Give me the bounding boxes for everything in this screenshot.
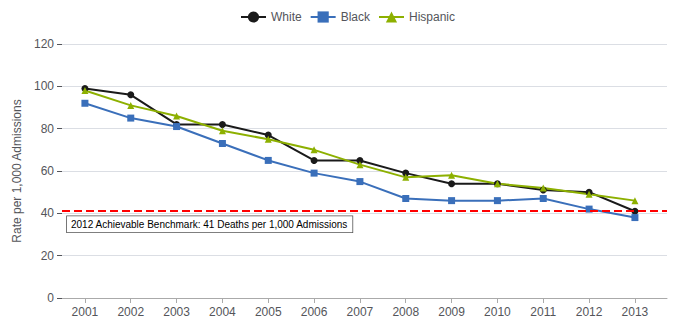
svg-text:60: 60 [41,164,55,178]
svg-text:2011: 2011 [530,305,556,319]
svg-text:2004: 2004 [209,305,236,319]
svg-text:20: 20 [41,249,55,263]
svg-text:Rate per 1,000 Admissions: Rate per 1,000 Admissions [10,99,24,242]
svg-text:2008: 2008 [392,305,419,319]
svg-text:2013: 2013 [622,305,649,319]
svg-text:2012 Achievable Benchmark: 41: 2012 Achievable Benchmark: 41 Deaths per… [71,219,347,230]
svg-text:80: 80 [41,122,55,136]
svg-text:2006: 2006 [301,305,328,319]
svg-text:2007: 2007 [347,305,374,319]
svg-text:2012: 2012 [576,305,603,319]
svg-text:2003: 2003 [163,305,190,319]
svg-text:120: 120 [34,37,54,51]
svg-text:100: 100 [34,79,54,93]
svg-text:White: White [271,10,302,24]
svg-text:2005: 2005 [255,305,282,319]
svg-text:2010: 2010 [484,305,511,319]
svg-text:2009: 2009 [438,305,465,319]
svg-text:Black: Black [341,10,371,24]
svg-text:2001: 2001 [72,305,99,319]
svg-text:Hispanic: Hispanic [409,10,455,24]
svg-text:2002: 2002 [117,305,144,319]
svg-text:0: 0 [47,291,54,305]
svg-text:40: 40 [41,206,55,220]
